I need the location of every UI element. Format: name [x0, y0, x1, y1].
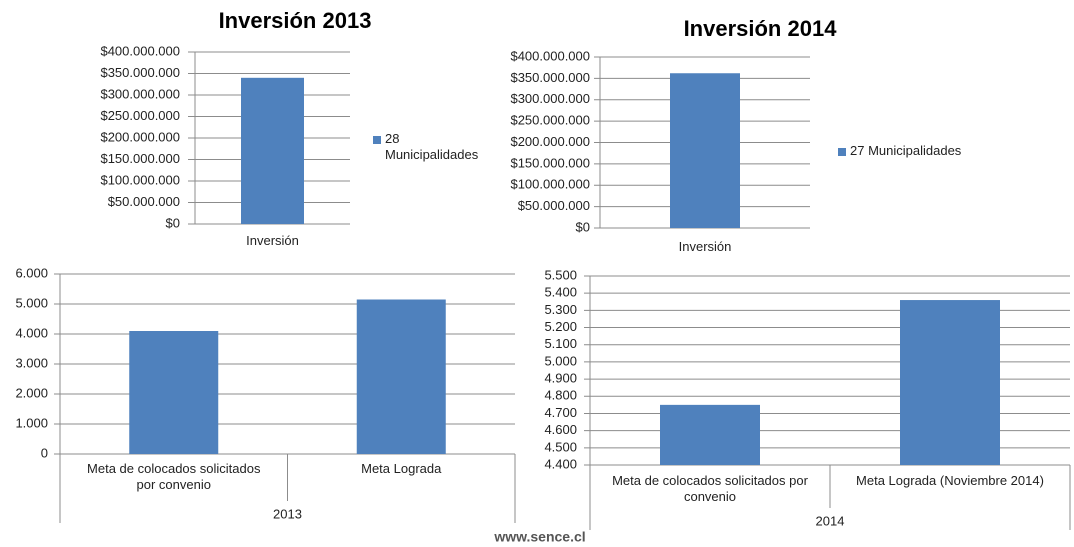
x-tick-label: Meta de colocados solicitados por conveni… — [87, 461, 261, 492]
x-group-label: 2013 — [273, 506, 302, 521]
x-tick-label: Meta Lograda (Noviembre 2014) — [856, 473, 1044, 488]
y-tick-label: $350.000.000 — [510, 70, 590, 85]
y-tick-label: 5.200 — [544, 319, 577, 334]
y-tick-label: $100.000.000 — [510, 177, 590, 192]
y-tick-label: 4.500 — [544, 439, 577, 454]
legend-label: 27 Municipalidades — [850, 143, 962, 158]
y-tick-label: $150.000.000 — [510, 155, 590, 170]
y-tick-label: 6.000 — [15, 265, 48, 280]
y-tick-label: 5.100 — [544, 336, 577, 351]
y-tick-label: 5.000 — [544, 353, 577, 368]
legend-swatch — [838, 148, 846, 156]
y-tick-label: 1.000 — [15, 415, 48, 430]
bar — [660, 404, 760, 465]
x-tick-label: Meta de colocados solicitados por conveni… — [612, 473, 809, 504]
y-tick-label: $0 — [576, 219, 590, 234]
y-tick-label: $250.000.000 — [510, 113, 590, 128]
y-tick-label: $300.000.000 — [100, 86, 180, 101]
footer: www.sence.cl — [493, 529, 585, 545]
y-tick-label: 4.000 — [15, 325, 48, 340]
y-tick-label: $150.000.000 — [100, 151, 180, 166]
bar — [900, 300, 1000, 465]
y-tick-label: 5.000 — [15, 295, 48, 310]
x-group-label: 2014 — [816, 513, 845, 528]
bar — [129, 331, 219, 454]
y-tick-label: 5.400 — [544, 285, 577, 300]
x-tick-label: Inversión — [679, 239, 732, 254]
legend-label: 28 Municipalidades — [385, 131, 479, 162]
y-tick-label: 5.300 — [544, 302, 577, 317]
x-tick-label: Inversión — [246, 233, 299, 248]
y-tick-label: $400.000.000 — [100, 43, 180, 58]
y-tick-label: $200.000.000 — [510, 134, 590, 149]
bar — [670, 73, 740, 229]
y-tick-label: 4.700 — [544, 405, 577, 420]
y-tick-label: $0 — [166, 215, 180, 230]
y-tick-label: 4.900 — [544, 371, 577, 386]
chart-title: Inversión 2013 — [219, 8, 372, 33]
legend-swatch — [373, 136, 381, 144]
y-tick-label: $50.000.000 — [518, 198, 590, 213]
y-tick-label: $50.000.000 — [108, 194, 180, 209]
y-tick-label: 2.000 — [15, 385, 48, 400]
chart-title: Inversión 2014 — [684, 16, 838, 41]
y-tick-label: $100.000.000 — [100, 172, 180, 187]
bar — [241, 77, 304, 224]
x-tick-label: Meta Lograda — [361, 461, 442, 476]
y-tick-label: 5.500 — [544, 267, 577, 282]
y-tick-label: 4.400 — [544, 456, 577, 471]
y-tick-label: 4.600 — [544, 422, 577, 437]
y-tick-label: 0 — [41, 445, 48, 460]
y-tick-label: $400.000.000 — [510, 48, 590, 63]
y-tick-label: $200.000.000 — [100, 129, 180, 144]
y-tick-label: $250.000.000 — [100, 108, 180, 123]
y-tick-label: 4.800 — [544, 388, 577, 403]
y-tick-label: 3.000 — [15, 355, 48, 370]
y-tick-label: $350.000.000 — [100, 65, 180, 80]
y-tick-label: $300.000.000 — [510, 91, 590, 106]
bar — [356, 299, 446, 454]
